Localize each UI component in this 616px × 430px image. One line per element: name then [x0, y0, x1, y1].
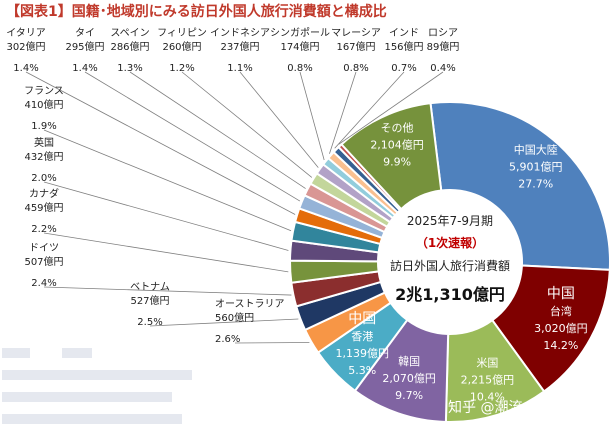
leader-line: [329, 71, 357, 154]
slice-label: 0.8%: [287, 63, 312, 74]
center-period: 2025年7-9月期: [407, 214, 493, 228]
slice-label: 1.3%: [117, 63, 142, 74]
slice-label: 156億円: [384, 40, 423, 53]
slice-label: 260億円: [162, 40, 201, 53]
watermark: 知乎 @潮流小队长: [448, 399, 564, 416]
slice-labels: 中国大陸5,901億円27.7%中国台湾3,020億円14.2%米国2,215億…: [6, 27, 587, 403]
slice-label: 台湾: [550, 304, 572, 318]
slice-label: 10.4%: [470, 390, 505, 403]
slice-label: 432億円: [24, 150, 63, 163]
slice-label: 0.8%: [343, 63, 368, 74]
blurred-text-5: [2, 414, 182, 424]
slice-label: カナダ: [29, 187, 59, 200]
slice-label: フィリピン: [157, 27, 207, 39]
slice-label: 237億円: [220, 40, 259, 53]
leader-line: [334, 71, 405, 149]
leader-line: [338, 71, 444, 145]
slice-label: ベトナム: [130, 281, 170, 293]
slice-label: 2.5%: [137, 317, 162, 328]
slice-label: 香港: [351, 330, 373, 343]
slice-label: 9.9%: [383, 156, 411, 169]
center-label-text: 訪日外国人旅行消費額: [390, 258, 510, 273]
pie-slices: [288, 101, 611, 423]
slice-label: 2.2%: [31, 224, 56, 235]
slice-label: 302億円: [6, 40, 45, 53]
slice-label: インド: [389, 28, 419, 39]
center-total: 2兆1,310億円: [395, 285, 505, 304]
leader-line: [299, 71, 325, 161]
slice-label: 5,901億円: [509, 161, 563, 174]
leader-line: [43, 286, 292, 296]
slice-label: 1,139億円: [336, 347, 390, 360]
center-note: （1次速報）: [416, 235, 484, 250]
slice-label: 27.7%: [518, 178, 553, 191]
slice-label: 14.2%: [543, 339, 578, 352]
slice-label: 507億円: [24, 255, 63, 268]
blurred-text-3: [2, 370, 192, 380]
leader-line: [149, 318, 299, 327]
leader-line: [43, 129, 292, 232]
slice-label: 0.7%: [391, 63, 416, 74]
slice-label: 5.3%: [348, 364, 376, 377]
slice-label: 286億円: [110, 40, 149, 53]
slice-label: 1.2%: [169, 63, 194, 74]
slice-label: インドネシア: [210, 27, 270, 39]
leader-line: [43, 232, 289, 273]
slice-label: 2.0%: [31, 173, 56, 184]
slice-label: 2,104億円: [370, 139, 424, 152]
slice-label: 459億円: [24, 201, 63, 214]
slice-label: フランス: [24, 85, 64, 97]
slice-label: 中国大陸: [514, 143, 558, 157]
slice-label: 89億円: [427, 40, 460, 53]
slice-label: 410億円: [24, 98, 63, 111]
slice-label: オーストラリア: [215, 298, 285, 310]
slice-label: タイ: [75, 27, 95, 39]
leader-line: [234, 342, 310, 344]
slice-label: 0.4%: [430, 63, 455, 74]
slice-label: 560億円: [215, 311, 254, 324]
slice-label: ロシア: [428, 28, 458, 39]
leader-line: [129, 71, 306, 189]
slice-label: ドイツ: [29, 243, 59, 254]
slice-label: 1.9%: [31, 121, 56, 132]
slice-label: 3,020億円: [534, 322, 588, 335]
center-label: 2025年7-9月期 （1次速報） 訪日外国人旅行消費額 2兆1,310億円: [390, 214, 510, 304]
blurred-text-1: [2, 348, 30, 358]
slice-label: 米国: [476, 356, 498, 369]
leader-line: [181, 71, 313, 178]
leader-lines: [25, 71, 444, 344]
leader-line: [84, 71, 301, 202]
slice-label: 中国: [547, 286, 575, 302]
slice-label: イタリア: [6, 27, 46, 39]
leader-line: [43, 181, 289, 251]
slice-label: 2.4%: [31, 278, 56, 289]
slice-label: 2,215億円: [461, 373, 515, 386]
slice-label: 1.1%: [227, 63, 252, 74]
slice-label: その他: [381, 122, 414, 135]
slice-label: 2.6%: [215, 334, 240, 345]
slice-label: 167億円: [336, 40, 375, 53]
slice-label: スペイン: [110, 28, 149, 39]
slice-label: 1.4%: [13, 63, 38, 74]
slice-label: 174億円: [280, 40, 319, 53]
leader-line: [239, 71, 319, 168]
blurred-text-4: [2, 392, 172, 402]
slice-label: 527億円: [130, 294, 169, 307]
pie-slice: [429, 101, 611, 271]
slice-label: マレーシア: [331, 28, 381, 39]
slice-label: 韓国: [398, 355, 420, 368]
slice-label: 295億円: [65, 40, 104, 53]
slice-label: 9.7%: [395, 389, 423, 402]
chart-title: 【図表1】国籍･地域別にみる訪日外国人旅行消費額と構成比: [6, 3, 387, 20]
slice-label: 英国: [34, 136, 54, 149]
slice-label: シンガポール: [270, 27, 330, 39]
leader-line: [25, 71, 296, 215]
slice-label: 1.4%: [72, 63, 97, 74]
blurred-text-2: [62, 348, 92, 358]
slice-label: 2,070億円: [382, 372, 436, 385]
slice-label: 中国: [348, 311, 376, 327]
